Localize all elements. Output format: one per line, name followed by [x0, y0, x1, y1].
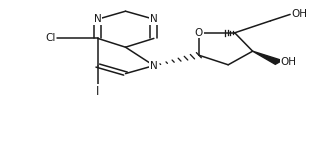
Text: O: O: [195, 28, 203, 38]
Text: OH: OH: [280, 57, 296, 67]
Text: I: I: [96, 85, 99, 98]
Text: N: N: [94, 14, 102, 24]
Text: N: N: [150, 14, 158, 24]
Text: N: N: [150, 61, 158, 71]
Text: OH: OH: [292, 9, 308, 19]
Polygon shape: [253, 51, 282, 64]
Text: Cl: Cl: [45, 33, 55, 43]
